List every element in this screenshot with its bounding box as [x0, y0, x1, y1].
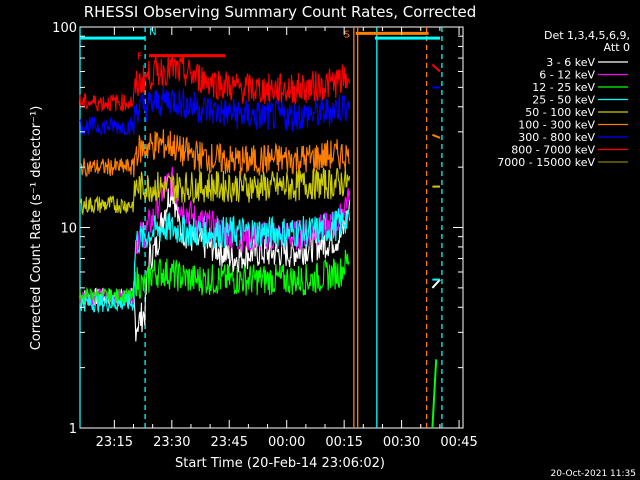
- legend-entry: 7000 - 15000 keV: [497, 156, 628, 169]
- legend-label: 7000 - 15000 keV: [497, 156, 595, 169]
- chart-title: RHESSI Observing Summary Count Rates, Co…: [84, 3, 477, 21]
- series-line: [79, 84, 351, 136]
- x-tick-label: 00:15: [325, 435, 362, 450]
- legend-label: 25 - 50 keV: [532, 94, 595, 107]
- legend-entry: 6 - 12 keV: [539, 69, 628, 82]
- annotation-label: F: [137, 52, 143, 63]
- series-line: [79, 208, 351, 314]
- series-line: [79, 54, 351, 113]
- x-tick-label: 23:15: [96, 435, 133, 450]
- x-tick-label: 00:00: [268, 435, 305, 450]
- x-tick-label: 23:45: [211, 435, 248, 450]
- x-tick-label: 00:30: [383, 435, 420, 450]
- series-line-after: [431, 278, 441, 289]
- chart-annotations: N F S: [80, 27, 441, 63]
- legend-entry: 300 - 800 keV: [518, 131, 628, 144]
- x-tick-label: 23:30: [153, 435, 190, 450]
- series-line-after: [431, 63, 441, 73]
- legend-label: 800 - 7000 keV: [511, 144, 595, 157]
- legend-label: 300 - 800 keV: [518, 131, 595, 144]
- x-tick-label: 00:45: [440, 435, 477, 450]
- footer-timestamp: 20-Oct-2021 11:35: [551, 469, 636, 479]
- legend-header-line-2: Att 0: [604, 41, 630, 54]
- chart-vertical-markers: [79, 27, 443, 428]
- y-tick-label: 1: [69, 422, 77, 437]
- series-line: [79, 166, 351, 216]
- legend-label: 3 - 6 keV: [546, 56, 595, 69]
- legend-entry: 100 - 300 keV: [518, 119, 628, 132]
- legend-label: 50 - 100 keV: [525, 106, 595, 119]
- legend-label: 100 - 300 keV: [518, 119, 595, 132]
- y-axis-label: Corrected Count Rate (s⁻¹ detector⁻¹): [29, 106, 44, 351]
- legend-entry: 25 - 50 keV: [532, 94, 628, 107]
- legend-entry: 50 - 100 keV: [525, 106, 628, 119]
- legend-entry: 3 - 6 keV: [546, 56, 628, 69]
- legend-entry: 12 - 25 keV: [532, 81, 628, 94]
- series-line-after: [431, 359, 438, 429]
- legend-label: 6 - 12 keV: [539, 69, 595, 82]
- y-tick-label: 100: [52, 21, 77, 36]
- annotation-label: S: [344, 29, 350, 40]
- y-tick-label: 10: [60, 222, 77, 237]
- x-axis-label: Start Time (20-Feb-14 23:06:02): [175, 456, 385, 471]
- series-line: [79, 249, 350, 308]
- annotation-label: N: [149, 27, 156, 38]
- legend-header-line-1: Det 1,3,4,5,6,9,: [544, 29, 630, 42]
- legend-entry: 800 - 7000 keV: [511, 144, 628, 157]
- series-line: [79, 129, 351, 178]
- legend-label: 12 - 25 keV: [532, 81, 595, 94]
- chart-ticks: 23:15 23:30 23:45 00:00 00:15 00:30 00:45 1 10 10…: [52, 21, 478, 450]
- series-line-after: [432, 133, 441, 139]
- chart-series: [79, 54, 441, 429]
